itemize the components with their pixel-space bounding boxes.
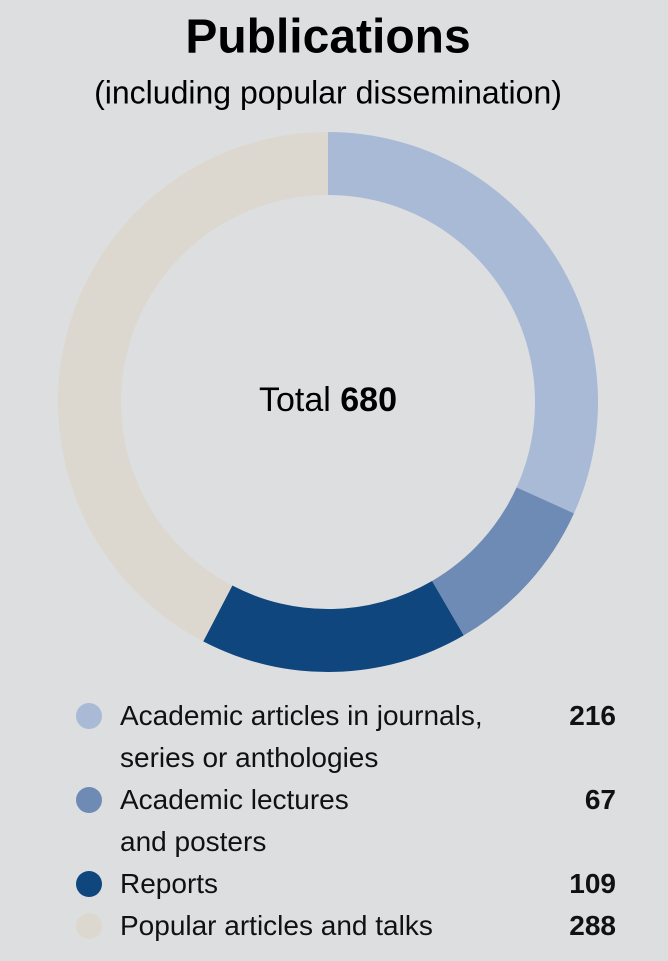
donut-segment [57,132,329,642]
legend-label: Academic articles in journals, series or… [120,700,483,773]
chart-subtitle: (including popular dissemination) [94,74,562,110]
legend-item: Academic lectures and posters 67 [76,779,616,863]
legend-value: 109 [569,868,616,899]
legend-swatch [76,913,102,939]
legend-swatch [76,703,102,729]
legend-swatch [76,871,102,897]
total-label: Total [259,381,331,419]
legend-label: Reports [120,868,219,899]
legend-item: Popular articles and talks 288 [76,905,616,947]
legend-value: 216 [569,700,616,731]
legend-label: Academic lectures and posters [120,784,349,857]
donut-segment [328,132,598,514]
chart: Publications (including popular dissemin… [57,11,598,672]
legend-value: 67 [584,784,616,815]
total: Total 680 [259,381,397,419]
donut-segment [432,487,574,636]
legend-item: Academic articles in journals, series or… [76,695,616,779]
legend-item: Reports 109 [76,863,616,905]
donut [57,132,598,672]
donut-segment [203,580,464,672]
legend-value: 288 [569,910,616,941]
legend-swatch [76,787,102,813]
chart-title: Publications [185,11,470,64]
total-value: 680 [340,381,397,419]
legend: Academic articles in journals, series or… [76,695,616,947]
legend-label: Popular articles and talks [120,910,433,941]
